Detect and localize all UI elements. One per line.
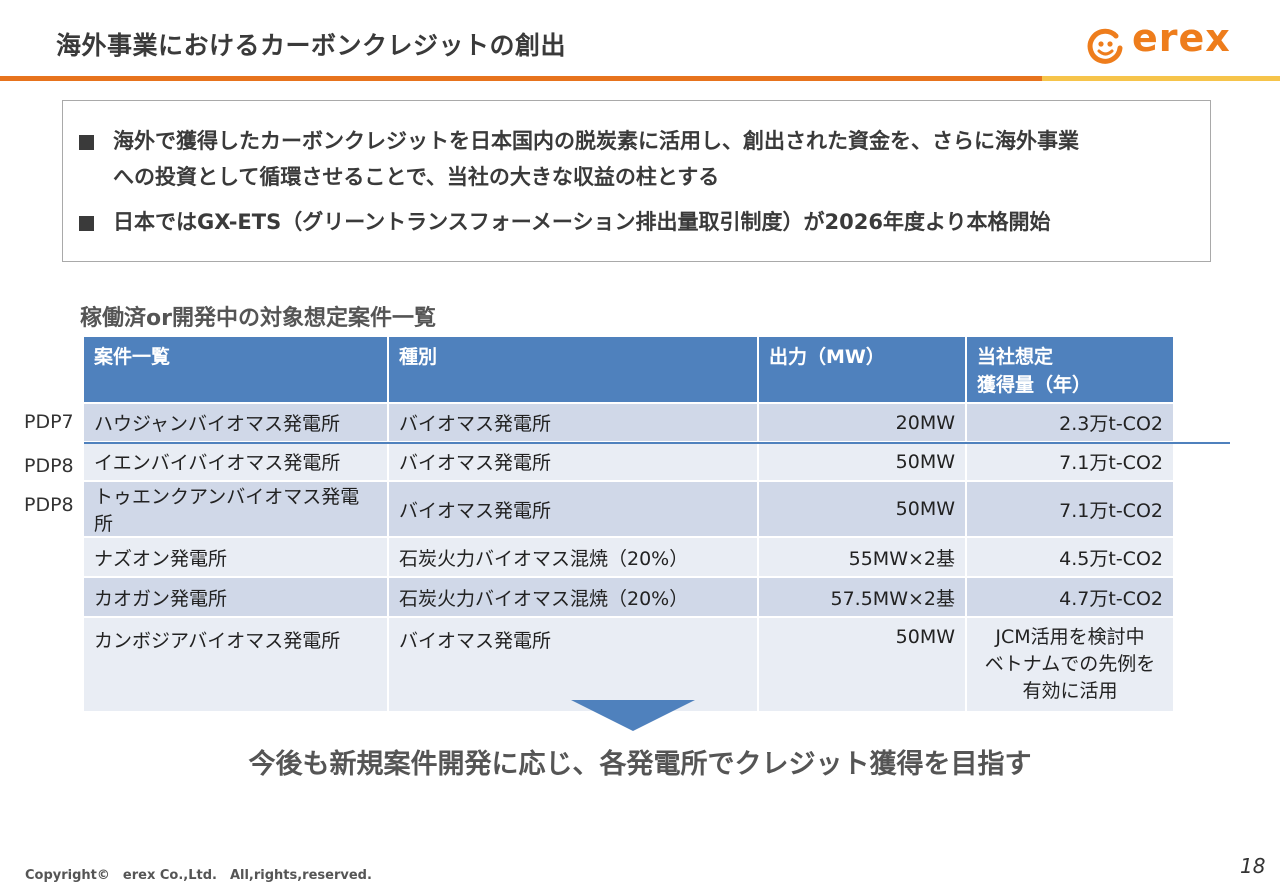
header-credit: 当社想定 獲得量（年）	[966, 337, 1175, 404]
table-heading: 稼働済or開発中の対象想定案件一覧	[80, 306, 436, 331]
header-divider-orange	[0, 76, 1042, 81]
cell-output: 20MW	[758, 403, 967, 443]
erex-logo: erex	[1086, 16, 1246, 64]
bullet-square-icon	[79, 135, 94, 150]
cell-output: 50MW	[758, 617, 967, 713]
cell-name: トゥエンクアンバイオマス発電所	[84, 481, 389, 538]
credit-note-line: 有効に活用	[1022, 680, 1118, 702]
table-header-row: 案件一覧 種別 出力（MW） 当社想定 獲得量（年）	[84, 337, 1175, 404]
cell-credit: 4.7万t-CO2	[966, 577, 1175, 618]
credit-note-line: ベトナムでの先例を	[984, 653, 1156, 675]
cell-type: 石炭火力バイオマス混焼（20%）	[388, 577, 759, 618]
copyright: Copyright© erex Co.,Ltd. All,rights,rese…	[25, 868, 372, 883]
cell-credit: 7.1万t-CO2	[966, 442, 1175, 482]
header-name: 案件一覧	[84, 337, 389, 404]
bullet-1-line2: への投資として循環させることで、当社の大きな収益の柱とする	[113, 165, 720, 189]
case-table: 案件一覧 種別 出力（MW） 当社想定 獲得量（年） ハウジャンバイオマス発電所…	[84, 337, 1175, 713]
cell-output: 50MW	[758, 442, 967, 482]
cell-name: ハウジャンバイオマス発電所	[84, 403, 389, 443]
conclusion-text: 今後も新規案件開発に応じ、各発電所でクレジット獲得を目指す	[248, 749, 1032, 780]
cell-type: バイオマス発電所	[388, 442, 759, 482]
pdp-label: PDP8	[24, 494, 74, 516]
cell-type: バイオマス発電所	[388, 403, 759, 443]
table-row: カンボジアバイオマス発電所 バイオマス発電所 50MW JCM活用を検討中 ベト…	[84, 617, 1175, 713]
logo-text: erex	[1132, 16, 1231, 60]
cell-type: バイオマス発電所	[388, 617, 759, 713]
bullet-2: 日本ではGX-ETS（グリーントランスフォーメーション排出量取引制度）が2026…	[113, 210, 1051, 234]
table-row: イエンバイバイオマス発電所 バイオマス発電所 50MW 7.1万t-CO2	[84, 442, 1175, 482]
credit-note-line: JCM活用を検討中	[995, 626, 1145, 648]
table-row: ハウジャンバイオマス発電所 バイオマス発電所 20MW 2.3万t-CO2	[84, 403, 1175, 443]
erex-smile-icon	[1087, 28, 1123, 64]
header-divider-yellow	[1042, 76, 1280, 81]
cell-credit: 7.1万t-CO2	[966, 481, 1175, 538]
pdp-divider-line	[84, 442, 1230, 444]
bullet-square-icon	[79, 216, 94, 231]
header-credit-line2: 獲得量（年）	[977, 374, 1092, 396]
cell-output: 50MW	[758, 481, 967, 538]
cell-output: 55MW×2基	[758, 537, 967, 578]
cell-credit: 4.5万t-CO2	[966, 537, 1175, 578]
cell-name: カンボジアバイオマス発電所	[84, 617, 389, 713]
cell-name: イエンバイバイオマス発電所	[84, 442, 389, 482]
header-type: 種別	[388, 337, 759, 404]
page-number: 18	[1240, 854, 1266, 878]
table-row: カオガン発電所 石炭火力バイオマス混焼（20%） 57.5MW×2基 4.7万t…	[84, 577, 1175, 618]
header-credit-line1: 当社想定	[977, 346, 1054, 368]
table-row: トゥエンクアンバイオマス発電所 バイオマス発電所 50MW 7.1万t-CO2	[84, 481, 1175, 538]
summary-box: 海外で獲得したカーボンクレジットを日本国内の脱炭素に活用し、創出された資金を、さ…	[62, 100, 1211, 262]
cell-type: バイオマス発電所	[388, 481, 759, 538]
table-row: ナズオン発電所 石炭火力バイオマス混焼（20%） 55MW×2基 4.5万t-C…	[84, 537, 1175, 578]
cell-credit: 2.3万t-CO2	[966, 403, 1175, 443]
bullet-1-line1: 海外で獲得したカーボンクレジットを日本国内の脱炭素に活用し、創出された資金を、さ…	[113, 129, 1079, 153]
cell-name: カオガン発電所	[84, 577, 389, 618]
cell-name: ナズオン発電所	[84, 537, 389, 578]
cell-type: 石炭火力バイオマス混焼（20%）	[388, 537, 759, 578]
pdp-label: PDP8	[24, 455, 74, 477]
down-arrow-icon	[571, 700, 695, 731]
pdp-label: PDP7	[24, 411, 74, 433]
cell-credit: JCM活用を検討中 ベトナムでの先例を 有効に活用	[966, 617, 1175, 713]
header-output: 出力（MW）	[758, 337, 967, 404]
page-title: 海外事業におけるカーボンクレジットの創出	[56, 31, 567, 60]
cell-output: 57.5MW×2基	[758, 577, 967, 618]
